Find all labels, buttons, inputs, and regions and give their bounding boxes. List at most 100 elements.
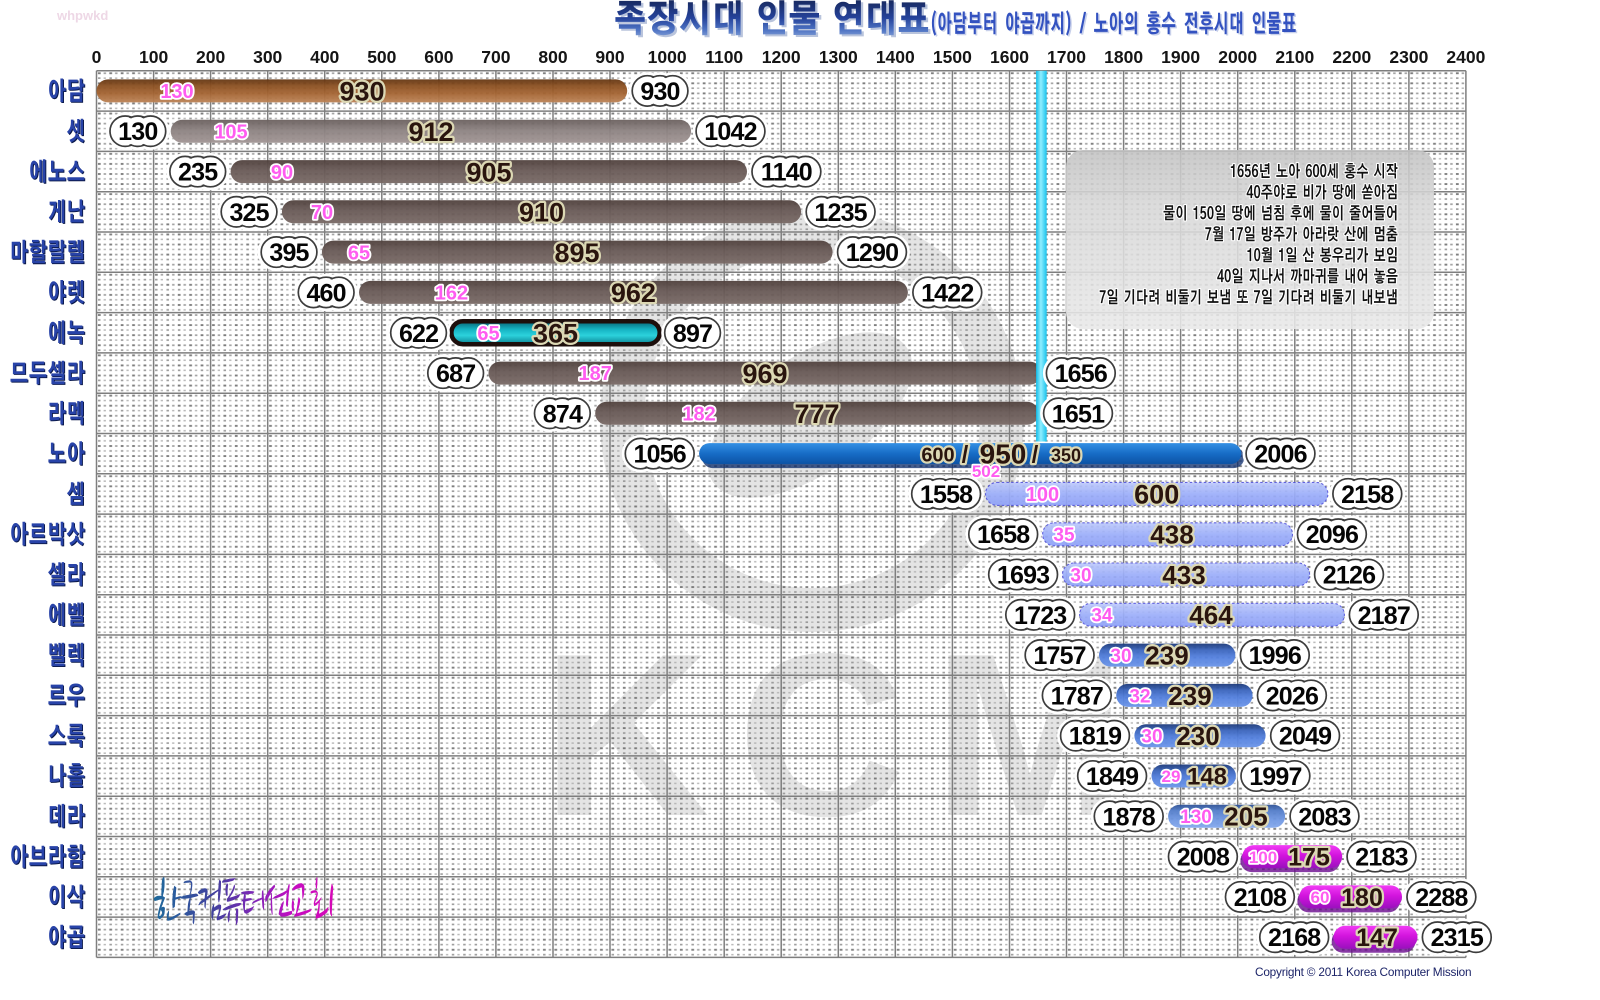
svg-text:895: 895	[554, 238, 599, 268]
svg-text:235: 235	[178, 159, 218, 187]
svg-text:1000: 1000	[648, 47, 687, 67]
svg-text:180: 180	[1341, 884, 1383, 912]
svg-text:200: 200	[196, 47, 225, 67]
svg-text:32: 32	[1129, 686, 1150, 707]
svg-text:Copyright © 2011 Korea Compute: Copyright © 2011 Korea Computer Mission	[1255, 965, 1471, 979]
svg-text:1700: 1700	[1047, 47, 1086, 67]
svg-text:910: 910	[519, 198, 564, 228]
svg-text:500: 500	[367, 47, 396, 67]
svg-text:65: 65	[348, 242, 370, 264]
svg-text:1651: 1651	[1052, 400, 1105, 428]
svg-text:187: 187	[579, 363, 612, 385]
svg-text:930: 930	[339, 77, 384, 107]
svg-text:930: 930	[640, 78, 679, 106]
svg-text:30: 30	[1070, 565, 1091, 586]
svg-text:325: 325	[229, 199, 269, 227]
svg-text:1996: 1996	[1249, 642, 1301, 670]
svg-text:300: 300	[253, 47, 282, 67]
svg-text:35: 35	[1053, 525, 1075, 546]
svg-text:600: 600	[1134, 480, 1179, 510]
svg-text:2083: 2083	[1298, 803, 1350, 831]
svg-text:1900: 1900	[1161, 47, 1200, 67]
svg-text:900: 900	[595, 47, 624, 67]
svg-text:1723: 1723	[1014, 602, 1066, 630]
svg-text:162: 162	[435, 283, 468, 305]
svg-text:905: 905	[466, 157, 511, 187]
svg-text:30: 30	[1110, 646, 1131, 667]
svg-text:1422: 1422	[921, 279, 973, 307]
svg-text:1800: 1800	[1104, 47, 1143, 67]
svg-text:622: 622	[399, 320, 438, 348]
svg-text:2006: 2006	[1254, 441, 1306, 469]
svg-text:600: 600	[921, 445, 954, 467]
svg-text:100: 100	[1026, 484, 1059, 506]
svg-text:147: 147	[1356, 924, 1398, 952]
svg-text:2049: 2049	[1279, 723, 1331, 751]
svg-text:1693: 1693	[997, 562, 1049, 590]
svg-text:130: 130	[160, 81, 193, 103]
svg-text:350: 350	[1051, 446, 1081, 466]
svg-text:30: 30	[1141, 727, 1162, 748]
svg-text:/: /	[962, 442, 969, 469]
svg-text:800: 800	[538, 47, 567, 67]
svg-text:2100: 2100	[1275, 47, 1314, 67]
svg-text:1235: 1235	[814, 199, 867, 227]
svg-text:70: 70	[311, 202, 333, 224]
svg-text:687: 687	[436, 360, 475, 388]
svg-text:1290: 1290	[846, 239, 898, 267]
svg-text:1878: 1878	[1102, 803, 1155, 831]
svg-text:1997: 1997	[1249, 763, 1301, 791]
svg-text:60: 60	[1311, 888, 1330, 907]
svg-text:2026: 2026	[1266, 682, 1318, 710]
svg-text:239: 239	[1145, 641, 1188, 671]
svg-text:205: 205	[1224, 802, 1267, 832]
svg-text:438: 438	[1150, 520, 1193, 550]
svg-text:1300: 1300	[819, 47, 858, 67]
svg-text:1600: 1600	[990, 47, 1029, 67]
svg-text:2008: 2008	[1177, 844, 1230, 872]
svg-text:105: 105	[214, 121, 247, 143]
svg-text:182: 182	[682, 404, 715, 426]
svg-text:897: 897	[673, 320, 712, 348]
svg-text:2400: 2400	[1446, 47, 1485, 67]
svg-text:433: 433	[1162, 560, 1205, 590]
svg-text:2000: 2000	[1218, 47, 1257, 67]
svg-text:1558: 1558	[920, 481, 973, 509]
svg-text:912: 912	[408, 117, 453, 147]
svg-text:2300: 2300	[1389, 47, 1428, 67]
svg-text:1056: 1056	[633, 441, 685, 469]
svg-text:130: 130	[1180, 807, 1212, 828]
svg-text:230: 230	[1176, 721, 1219, 751]
svg-text:464: 464	[1189, 600, 1233, 630]
svg-text:1658: 1658	[977, 521, 1030, 549]
svg-text:874: 874	[543, 400, 583, 428]
svg-text:2126: 2126	[1323, 562, 1375, 590]
svg-text:365: 365	[533, 319, 578, 349]
svg-text:1757: 1757	[1033, 642, 1085, 670]
svg-text:/: /	[1032, 442, 1039, 469]
svg-text:148: 148	[1187, 764, 1227, 791]
svg-text:2315: 2315	[1431, 924, 1484, 952]
svg-text:700: 700	[481, 47, 510, 67]
svg-text:777: 777	[794, 399, 839, 429]
svg-text:1200: 1200	[762, 47, 801, 67]
svg-text:600: 600	[424, 47, 453, 67]
svg-text:34: 34	[1091, 606, 1113, 627]
svg-text:2096: 2096	[1306, 521, 1358, 549]
svg-text:1042: 1042	[704, 118, 756, 146]
svg-text:1656: 1656	[1055, 360, 1107, 388]
svg-text:29: 29	[1162, 767, 1181, 786]
svg-text:395: 395	[269, 239, 309, 267]
svg-text:1500: 1500	[933, 47, 972, 67]
svg-text:1787: 1787	[1051, 682, 1103, 710]
svg-text:1100: 1100	[705, 47, 743, 67]
svg-text:2158: 2158	[1341, 481, 1394, 509]
svg-text:2108: 2108	[1234, 884, 1287, 912]
svg-text:2168: 2168	[1268, 924, 1321, 952]
svg-text:400: 400	[310, 47, 339, 67]
svg-text:502: 502	[972, 462, 1000, 481]
svg-text:2187: 2187	[1358, 602, 1410, 630]
svg-text:1400: 1400	[876, 47, 915, 67]
svg-text:90: 90	[271, 162, 293, 184]
svg-text:1140: 1140	[761, 159, 812, 187]
